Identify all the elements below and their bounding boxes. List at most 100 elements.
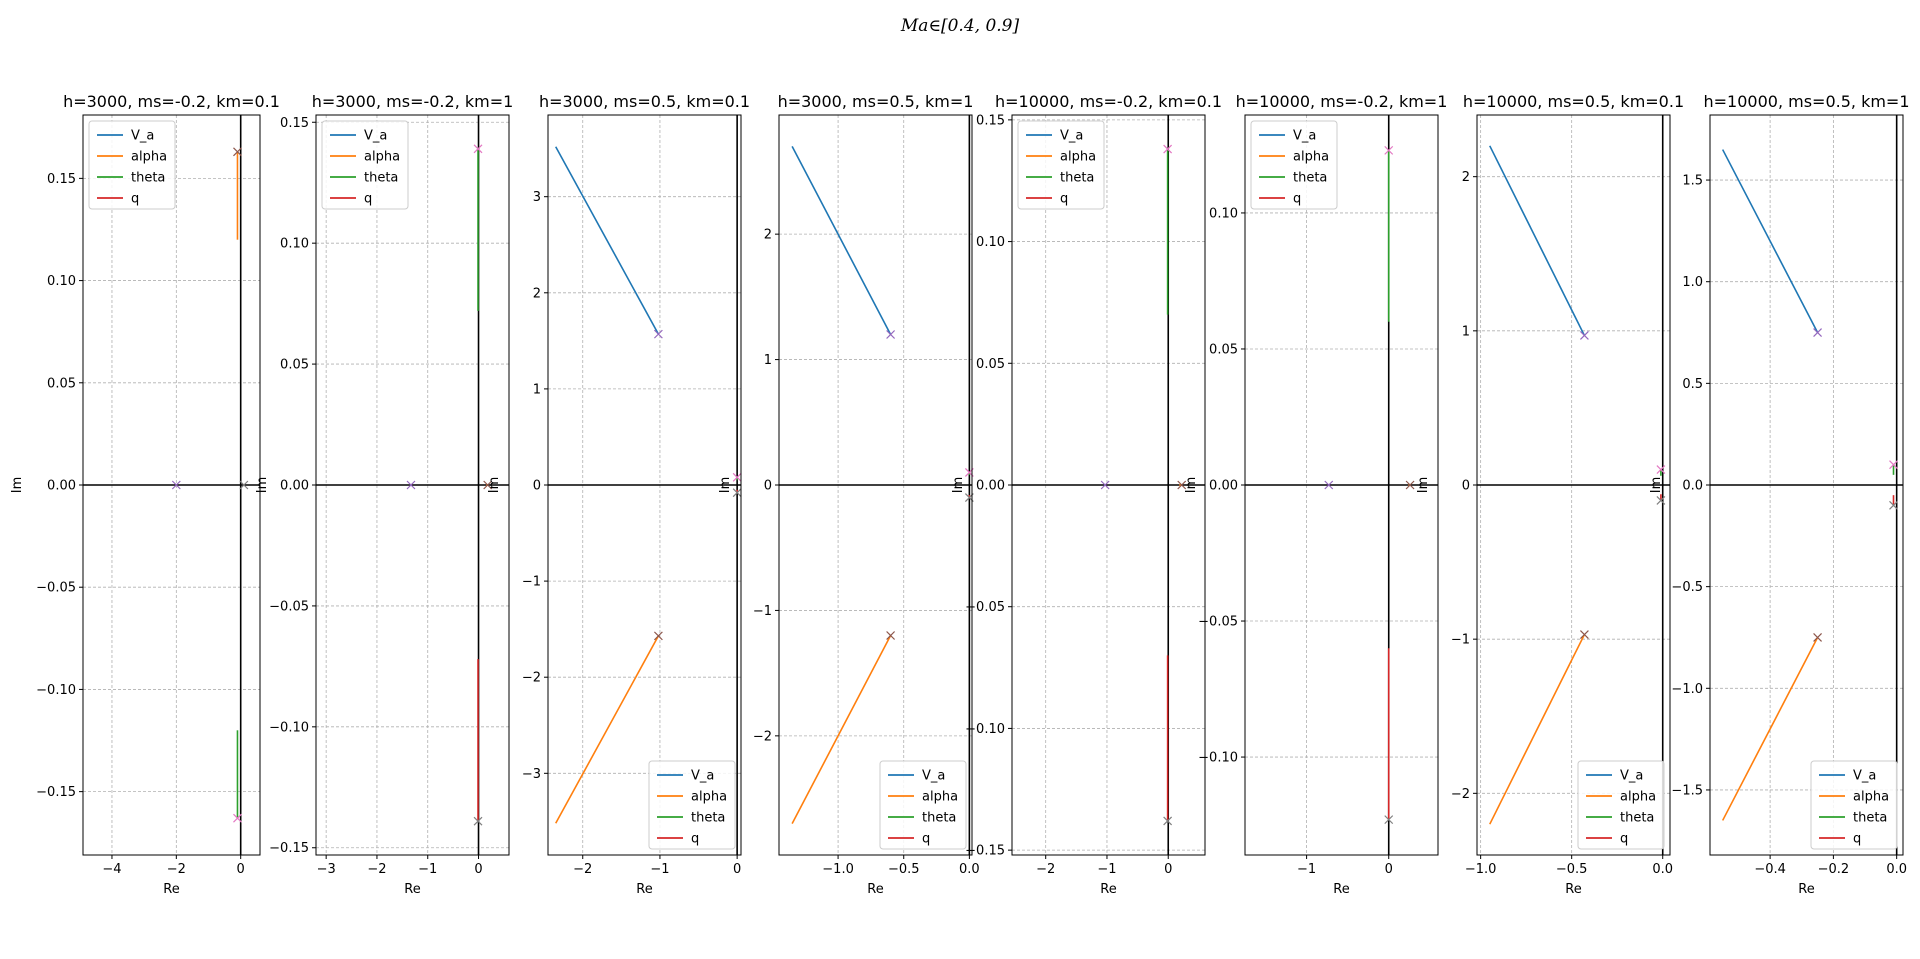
pole-marker	[653, 631, 663, 641]
subplot-title: h=10000, ms=0.5, km=0.1	[1463, 92, 1684, 111]
y-tick-label: 0.00	[976, 479, 1005, 494]
y-tick-label: −1.0	[1671, 682, 1703, 697]
legend-label-alpha: alpha	[1620, 790, 1656, 805]
pole-marker	[483, 480, 493, 490]
plot-area	[316, 115, 509, 855]
y-tick-label: 2	[1462, 170, 1470, 185]
y-tick-label: 0.00	[1209, 479, 1238, 494]
legend-box	[1017, 120, 1105, 210]
pole-marker	[171, 480, 181, 490]
y-tick-label: 0.15	[47, 172, 76, 187]
legend-label-theta: theta	[131, 171, 165, 186]
x-axis-label: Re	[867, 882, 883, 897]
y-tick-label: −2	[753, 729, 772, 744]
legend-label-theta: theta	[691, 811, 725, 826]
x-axis-label: Re	[1100, 882, 1116, 897]
y-tick-label: 0	[764, 479, 772, 494]
pole-marker	[406, 480, 416, 490]
x-tick-label: 0.0	[959, 862, 980, 877]
x-tick-label: −1	[418, 862, 437, 877]
subplot-title: h=10000, ms=-0.2, km=0.1	[995, 92, 1222, 111]
y-tick-label: 0.5	[1682, 377, 1703, 392]
y-tick-label: 1	[533, 382, 541, 397]
y-tick-label: −0.05	[965, 600, 1005, 615]
legend-label-V_a: V_a	[364, 129, 387, 144]
x-tick-label: 0.0	[1886, 862, 1907, 877]
legend-label-V_a: V_a	[1060, 129, 1083, 144]
legend-label-alpha: alpha	[691, 790, 727, 805]
pole-marker	[1656, 465, 1666, 475]
y-axis-label: Im	[1649, 477, 1664, 494]
x-tick-label: −1	[1297, 862, 1316, 877]
plot-area	[779, 115, 972, 855]
y-tick-label: 1.0	[1682, 275, 1703, 290]
x-axis-label: Re	[163, 882, 179, 897]
subplot-title: h=3000, ms=0.5, km=1	[778, 92, 974, 111]
legend-label-V_a: V_a	[131, 129, 154, 144]
pole-marker	[473, 816, 483, 826]
x-tick-label: −3	[317, 862, 336, 877]
legend-box	[321, 120, 409, 210]
pole-marker	[233, 813, 242, 823]
x-tick-label: −1	[650, 862, 669, 877]
x-tick-label: −2	[367, 862, 386, 877]
pole-marker	[1580, 331, 1589, 340]
legend-label-V_a: V_a	[691, 769, 714, 784]
pole-marker	[1405, 480, 1415, 490]
y-tick-label: 0.10	[976, 235, 1005, 250]
y-tick-label: 0	[533, 479, 541, 494]
pole-marker	[653, 329, 663, 339]
plot-area	[83, 115, 260, 855]
x-tick-label: 0	[1385, 862, 1393, 877]
x-tick-label: −0.2	[1818, 862, 1850, 877]
pole-marker	[732, 488, 742, 498]
y-tick-label: −1	[522, 575, 541, 590]
y-tick-label: 0.15	[976, 113, 1005, 128]
y-tick-label: −0.10	[36, 683, 76, 698]
pole-marker	[1889, 500, 1898, 510]
pole-marker	[1324, 480, 1334, 490]
legend-label-alpha: alpha	[131, 150, 167, 165]
x-tick-label: −0.4	[1754, 862, 1786, 877]
legend-box	[1810, 760, 1898, 850]
legend-label-V_a: V_a	[1853, 769, 1876, 784]
x-tick-label: −1.0	[1465, 862, 1497, 877]
pole-marker	[1889, 460, 1898, 470]
legend-box	[1250, 120, 1338, 210]
y-tick-label: −2	[522, 671, 541, 686]
x-tick-label: −2	[167, 862, 186, 877]
y-tick-label: −3	[522, 767, 541, 782]
y-tick-label: −1	[1451, 633, 1470, 648]
series-line-alpha	[1489, 634, 1586, 825]
subplot-6: −1 0 −0.10 −0.05 0.00 0.05 0.10 h=10000, ms=-0.…	[1184, 92, 1447, 897]
x-tick-label: 0	[733, 862, 741, 877]
y-tick-label: 2	[764, 228, 772, 243]
legend-label-q: q	[1293, 192, 1301, 207]
subplot-2: −3 −2 −1 0 −0.15 −0.10 −0.05 0.00 0.05 0.10 0.15h=…	[255, 92, 513, 897]
plot-area	[1710, 115, 1903, 855]
y-tick-label: −0.05	[269, 599, 309, 614]
subplot-title: h=3000, ms=-0.2, km=0.1	[63, 92, 280, 111]
pole-marker	[1656, 495, 1666, 505]
pole-marker	[473, 144, 483, 154]
y-axis-label: Im	[718, 477, 733, 494]
legend-label-theta: theta	[364, 171, 398, 186]
y-tick-label: 0.00	[47, 479, 76, 494]
series-line-alpha	[1721, 637, 1819, 821]
x-tick-label: −0.5	[1556, 862, 1588, 877]
pole-marker	[1813, 328, 1822, 337]
series-line-V_a	[791, 145, 892, 335]
legend-label-q: q	[691, 832, 699, 847]
legend-label-q: q	[131, 192, 139, 207]
y-tick-label: −0.10	[965, 722, 1005, 737]
y-tick-label: −0.15	[269, 841, 309, 856]
y-tick-label: −0.10	[1198, 751, 1238, 766]
y-tick-label: 0	[1462, 479, 1470, 494]
x-tick-label: −2	[573, 862, 592, 877]
y-axis-label: Im	[951, 477, 966, 494]
x-axis-label: Re	[404, 882, 420, 897]
legend-label-alpha: alpha	[1853, 790, 1889, 805]
legend-label-theta: theta	[922, 811, 956, 826]
